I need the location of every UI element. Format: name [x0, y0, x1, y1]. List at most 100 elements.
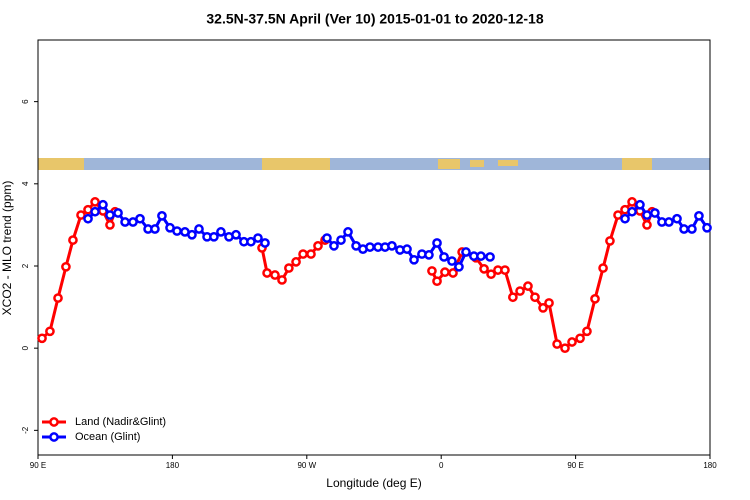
point — [627, 206, 637, 217]
point — [486, 269, 496, 280]
point — [582, 326, 592, 337]
point — [231, 229, 241, 240]
point — [538, 303, 548, 313]
legend-label: Land (Nadir&Glint) — [75, 416, 166, 428]
point — [262, 268, 272, 278]
point — [253, 233, 263, 243]
point — [365, 242, 375, 252]
point — [120, 217, 130, 227]
point — [432, 238, 442, 248]
map-strip — [38, 158, 710, 170]
point — [284, 263, 294, 273]
point — [135, 213, 145, 224]
x-tick-label: 90 E — [567, 461, 583, 470]
point — [687, 224, 697, 234]
point — [679, 224, 689, 234]
point — [402, 244, 412, 254]
legend-marker — [49, 432, 59, 442]
y-tick-label: 4 — [21, 181, 30, 186]
land-strip — [470, 160, 484, 167]
x-tick-label: 180 — [703, 461, 717, 470]
legend-label: Ocean (Glint) — [75, 431, 140, 443]
point — [322, 233, 332, 243]
point — [461, 247, 471, 257]
point — [642, 220, 652, 230]
point — [650, 208, 660, 218]
point — [544, 298, 554, 308]
y-tick-label: -2 — [21, 426, 30, 434]
point — [387, 241, 397, 251]
point — [642, 210, 652, 220]
point — [105, 220, 115, 230]
point — [194, 224, 204, 234]
y-axis-label: XCO2 - MLO trend (ppm) — [0, 181, 14, 316]
point — [68, 235, 78, 245]
y-tick-label: 2 — [21, 263, 30, 268]
point — [76, 210, 86, 220]
ocean-strip — [38, 158, 710, 170]
point — [329, 241, 339, 251]
point — [187, 229, 197, 240]
point — [448, 268, 458, 278]
point — [454, 261, 464, 272]
y-tick-label: 0 — [21, 345, 30, 350]
point — [664, 217, 674, 227]
y-tick-label: 6 — [21, 99, 30, 104]
point — [90, 197, 100, 207]
point — [291, 257, 301, 267]
point — [298, 249, 308, 259]
point — [552, 339, 562, 349]
point — [83, 213, 93, 224]
point — [500, 265, 510, 275]
point — [598, 263, 608, 273]
x-tick-label: 180 — [166, 461, 180, 470]
point — [270, 270, 280, 280]
point — [98, 199, 108, 210]
x-tick-label: 90 E — [30, 461, 46, 470]
point — [440, 267, 450, 278]
point — [336, 235, 346, 245]
point — [306, 249, 316, 259]
point — [590, 294, 600, 304]
point — [560, 343, 570, 354]
point — [113, 208, 123, 218]
point — [439, 252, 449, 262]
point — [61, 261, 71, 272]
point — [277, 275, 287, 285]
point — [694, 211, 704, 221]
point — [567, 337, 577, 347]
land-strip — [438, 159, 460, 169]
point — [605, 236, 615, 246]
point — [53, 293, 63, 303]
point — [620, 213, 630, 224]
point — [479, 264, 489, 274]
point — [427, 266, 437, 276]
point — [260, 238, 270, 248]
plot-frame — [37, 39, 711, 456]
point — [476, 251, 486, 261]
point — [613, 210, 623, 220]
point — [150, 224, 160, 234]
point — [508, 292, 518, 303]
point — [37, 333, 47, 344]
point — [672, 213, 682, 224]
land-strip — [262, 158, 330, 170]
point — [45, 326, 55, 337]
point — [409, 254, 419, 265]
point — [216, 227, 226, 237]
point — [157, 211, 167, 221]
point — [485, 252, 495, 262]
point — [432, 276, 442, 287]
point — [575, 333, 585, 344]
point — [447, 256, 457, 266]
point — [90, 206, 100, 217]
point — [523, 281, 533, 291]
point — [343, 227, 353, 237]
point — [105, 210, 115, 220]
point — [635, 199, 645, 210]
land-strip — [622, 158, 652, 170]
x-tick-label: 0 — [439, 461, 444, 470]
x-axis-label: Longitude (deg E) — [326, 476, 421, 490]
point — [313, 241, 323, 251]
